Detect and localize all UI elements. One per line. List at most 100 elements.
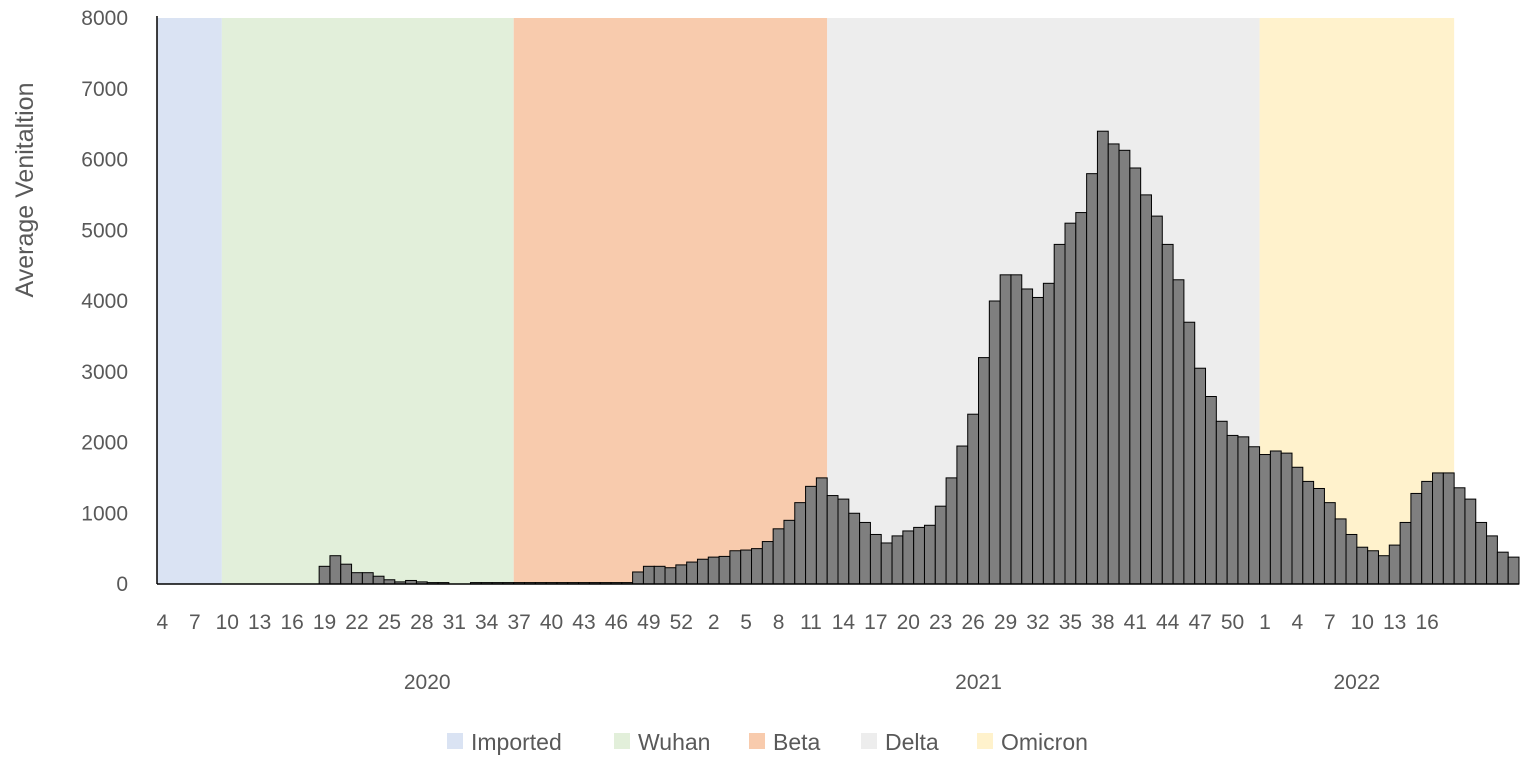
x-tick-label: 38 [1091,611,1114,634]
bar [815,477,828,585]
bar [351,572,363,585]
y-tick-label: 6000 [81,149,128,172]
bar [1053,243,1066,585]
year-label: 2021 [955,671,1002,694]
bar [1194,367,1207,585]
bar [642,565,655,585]
bar [1475,521,1488,585]
bar [1021,288,1034,585]
bar [859,521,871,585]
bar [632,571,644,585]
x-tick-label: 16 [280,611,303,634]
bar [772,528,785,585]
bar [1010,274,1023,585]
bar [751,548,763,585]
x-tick-labels: 4 7 10 13 16 19 22 25 28 31 34 37 40 43 46 49 52 2 5 8 11 14 1… [157,611,1439,634]
bar [880,542,893,585]
bar [686,561,698,585]
bar [1421,480,1434,585]
bar [1442,472,1455,585]
bar [1129,167,1142,585]
y-tick-label: 8000 [81,7,128,30]
x-tick-label: 49 [637,611,660,634]
x-tick-label: 20 [897,611,920,634]
bar [1453,487,1466,585]
legend-swatch-delta [861,733,877,749]
bar [1377,555,1390,585]
bar [902,530,915,585]
bar [1183,321,1196,585]
bar [1075,212,1088,585]
bar [913,526,925,585]
bar [361,572,374,585]
bar [664,567,677,585]
legend-label-delta: Delta [885,729,939,755]
legend-label-beta: Beta [773,729,821,755]
bar [967,413,980,585]
x-tick-label: 23 [929,611,952,634]
bar [1237,436,1250,585]
x-tick-label: 4 [1292,611,1304,634]
x-tick-label: 7 [189,611,201,634]
legend-label-wuhan: Wuhan [638,729,710,755]
x-tick-label: 35 [1059,611,1082,634]
bar [329,555,342,585]
bar [934,505,947,585]
bar [1432,472,1444,585]
y-tick-labels: 0 1000 2000 3000 4000 5000 6000 7000 8000 [81,7,128,596]
bar [1150,215,1163,585]
period-band-beta [513,18,828,584]
bar [1302,480,1315,585]
x-tick-label: 46 [605,611,628,634]
x-tick-label: 19 [313,611,336,634]
year-labels: 2020 2021 2022 [404,671,1380,694]
x-tick-label: 14 [832,611,856,634]
period-band-imported [157,18,222,584]
bar [891,535,904,585]
bar [1205,396,1217,585]
x-tick-label: 7 [1324,611,1336,634]
bar [923,524,936,585]
bar [1356,546,1369,585]
bar [653,565,666,585]
bar [729,550,742,585]
x-tick-label: 34 [475,611,499,634]
bar [707,556,720,585]
bar [1172,279,1185,585]
x-tick-label: 11 [800,611,822,634]
x-tick-label: 40 [540,611,563,634]
y-tick-label: 7000 [81,78,128,101]
x-tick-label: 47 [1188,611,1211,634]
y-tick-label: 1000 [81,502,128,525]
bar [1096,130,1109,585]
legend-swatch-beta [749,733,765,749]
x-tick-label: 22 [345,611,368,634]
x-tick-label: 31 [443,611,466,634]
bar [740,549,753,585]
bar [1486,535,1498,585]
bar [1334,518,1347,585]
bar [1345,533,1358,585]
bar [1042,282,1055,585]
bar [1367,550,1379,585]
bar [1161,243,1174,585]
legend-swatch-wuhan [614,733,630,749]
bar [848,512,861,585]
x-tick-label: 37 [507,611,530,634]
bar [1086,173,1098,585]
legend-label-omicron: Omicron [1001,729,1088,755]
bar [805,485,817,585]
bar [761,541,774,585]
bar [1507,556,1520,585]
bar [1410,492,1423,585]
bar [1291,466,1304,585]
bar [1215,420,1228,585]
x-tick-label: 26 [961,611,984,634]
bar [999,274,1012,585]
bar [869,533,882,585]
bar [1269,450,1282,585]
axes [156,16,1519,585]
bar [1248,446,1261,585]
x-tick-label: 1 [1259,611,1271,634]
x-tick-label: 5 [740,611,752,634]
